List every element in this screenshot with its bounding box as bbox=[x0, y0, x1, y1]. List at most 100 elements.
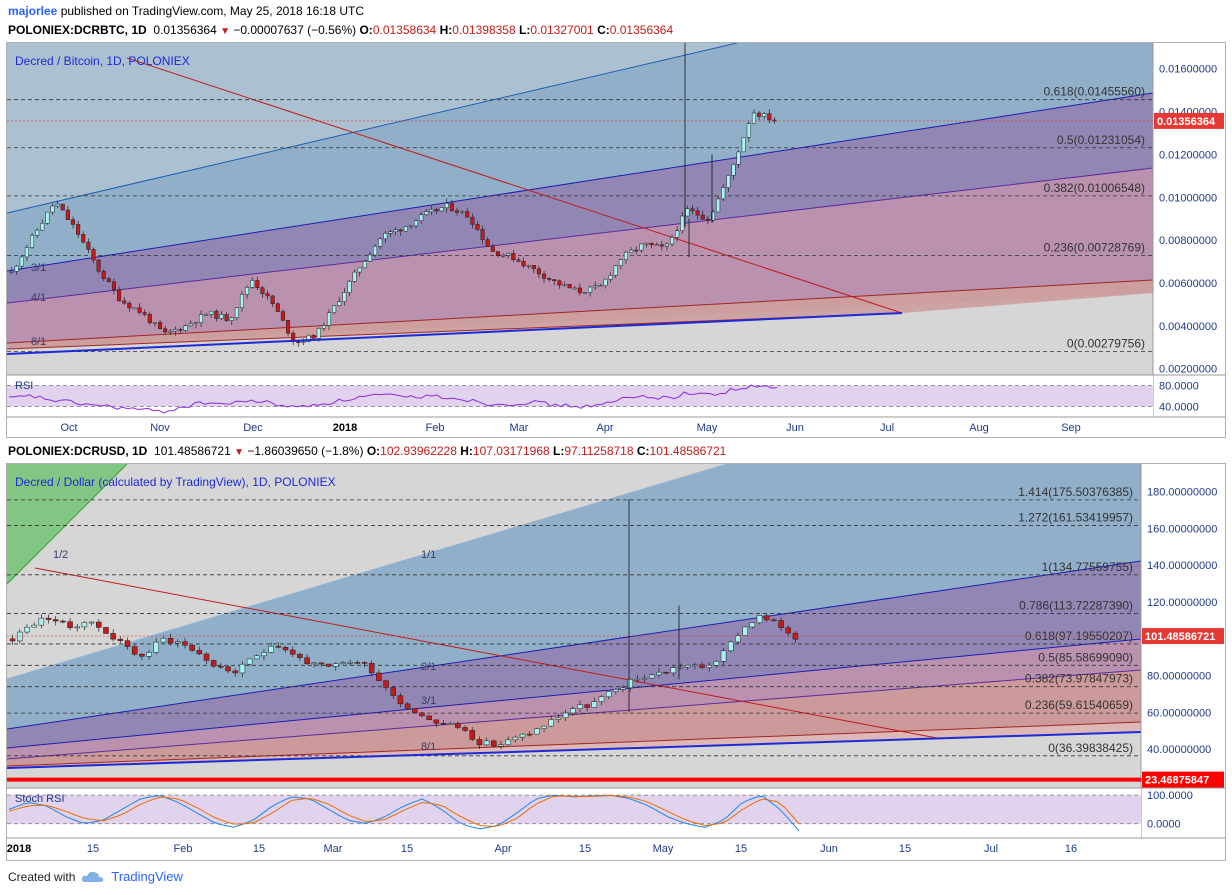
time-tick-label: 2018 bbox=[7, 843, 31, 855]
indicator-tick-label: 100.0000 bbox=[1147, 790, 1193, 802]
indicator-tick-label: 0.0000 bbox=[1147, 819, 1181, 831]
candle-body bbox=[692, 664, 698, 667]
candle-body bbox=[434, 209, 439, 212]
candle-body bbox=[160, 638, 167, 643]
candle-body bbox=[749, 622, 756, 628]
candle-body bbox=[526, 265, 531, 267]
candle-body bbox=[285, 320, 291, 334]
candle-body bbox=[188, 323, 193, 326]
candle-body bbox=[254, 655, 260, 660]
candle-body bbox=[224, 314, 229, 321]
fan-line bbox=[7, 92, 1154, 272]
candle-body bbox=[111, 281, 117, 291]
fan-band bbox=[7, 93, 1153, 303]
publish-line: majorlee published on TradingView.com, M… bbox=[8, 4, 364, 18]
candle-body bbox=[495, 251, 501, 257]
candle-body bbox=[214, 310, 219, 319]
candle-body bbox=[146, 652, 152, 657]
candle-body bbox=[74, 626, 80, 629]
fan-line bbox=[7, 279, 1154, 344]
candle-body bbox=[67, 621, 73, 628]
time-tick-label: May bbox=[653, 843, 674, 855]
fan-band bbox=[7, 670, 1141, 766]
candle-body bbox=[582, 292, 588, 294]
candle-body bbox=[778, 620, 784, 628]
candle-body bbox=[562, 712, 569, 719]
candle-body bbox=[639, 243, 644, 251]
footer: Created with TradingView bbox=[8, 869, 183, 884]
candle-body bbox=[470, 216, 475, 225]
fib-level-label: 1(134.77559755) bbox=[1042, 560, 1133, 574]
tradingview-logo-link[interactable]: TradingView bbox=[111, 869, 183, 884]
indicator-line bbox=[8, 794, 800, 827]
candle-body bbox=[24, 626, 30, 633]
candle-body bbox=[367, 254, 373, 262]
candle-body bbox=[398, 229, 403, 232]
candle-body bbox=[60, 203, 65, 211]
candle-body bbox=[742, 626, 748, 636]
candle-body bbox=[193, 322, 198, 324]
candle-body bbox=[603, 278, 608, 286]
candle-body bbox=[321, 325, 326, 329]
support-line bbox=[7, 731, 1142, 769]
candle-body bbox=[255, 280, 260, 288]
fan-line bbox=[7, 638, 1142, 749]
candle-body bbox=[763, 615, 770, 621]
candle-body bbox=[584, 704, 590, 708]
candle-body bbox=[347, 281, 352, 293]
down-triangle-icon: ▼ bbox=[220, 26, 231, 37]
candle-body bbox=[19, 256, 24, 267]
low-value: 0.01327001 bbox=[530, 23, 594, 37]
candle-body bbox=[726, 175, 731, 188]
fan-ratio-label: 3/1 bbox=[31, 262, 46, 274]
high-label: H: bbox=[439, 23, 453, 37]
author-link[interactable]: majorlee bbox=[8, 4, 58, 18]
dcrusd-chart-panel[interactable]: 1.414(175.50376385) 1.272(161.53419957) 1(… bbox=[6, 463, 1226, 861]
candle-body bbox=[613, 265, 618, 276]
candle-body bbox=[519, 733, 526, 738]
time-axis-bg bbox=[7, 838, 1225, 860]
candle-body bbox=[498, 744, 504, 747]
fib-level-label: 1.272(161.53419957) bbox=[1018, 511, 1133, 525]
fan-line bbox=[7, 167, 1154, 304]
candle-body bbox=[685, 208, 690, 217]
dcrbtc-chart-svg[interactable]: 0.618(0.01455560) 0.5(0.01231054) 0.382(0.… bbox=[7, 43, 1225, 437]
candle-body bbox=[404, 703, 411, 709]
candle-body bbox=[178, 329, 183, 331]
candle-body bbox=[483, 740, 490, 746]
time-tick-label: 15 bbox=[87, 843, 99, 855]
time-tick-label: Jun bbox=[786, 422, 804, 434]
dcrusd-chart-svg[interactable]: 1.414(175.50376385) 1.272(161.53419957) 1(… bbox=[7, 464, 1225, 860]
candle-body bbox=[296, 341, 301, 343]
candle-body bbox=[55, 203, 60, 207]
candle-body bbox=[239, 663, 246, 674]
support-badge-text: 23.46875847 bbox=[1145, 775, 1209, 787]
candle-body bbox=[153, 641, 159, 653]
candle-body bbox=[572, 287, 577, 290]
symbol-line-1: POLONIEX:DCRBTC, 1D 0.01356364 ▼ −0.0000… bbox=[8, 23, 673, 37]
candle-body bbox=[403, 226, 408, 232]
price-tick-label: 120.00000000 bbox=[1147, 597, 1217, 609]
candle-body bbox=[413, 220, 419, 227]
candle-body bbox=[229, 317, 234, 321]
candle-body bbox=[567, 283, 572, 289]
dcrbtc-chart-panel[interactable]: 0.618(0.01455560) 0.5(0.01231054) 0.382(0.… bbox=[6, 42, 1226, 438]
indicator-band bbox=[7, 385, 1153, 407]
candle-body bbox=[376, 672, 382, 681]
candle-body bbox=[117, 638, 124, 641]
candle-body bbox=[333, 663, 339, 667]
candle-body bbox=[757, 112, 762, 117]
candle-body bbox=[14, 265, 19, 272]
candle-body bbox=[383, 680, 389, 688]
candle-body bbox=[649, 674, 655, 679]
fan-ratio-label: 8/1 bbox=[421, 741, 436, 753]
fan-band bbox=[7, 561, 1141, 748]
candle-body bbox=[641, 677, 648, 680]
candle-body bbox=[552, 279, 557, 281]
high-value: 0.01398358 bbox=[452, 23, 516, 37]
candle-body bbox=[649, 242, 654, 246]
price-tick-label: 0.01200000 bbox=[1159, 149, 1217, 161]
candle-body bbox=[536, 268, 541, 275]
fan-ratio-label: 3/1 bbox=[421, 695, 436, 707]
price-tick-label: 0.00400000 bbox=[1159, 321, 1217, 333]
